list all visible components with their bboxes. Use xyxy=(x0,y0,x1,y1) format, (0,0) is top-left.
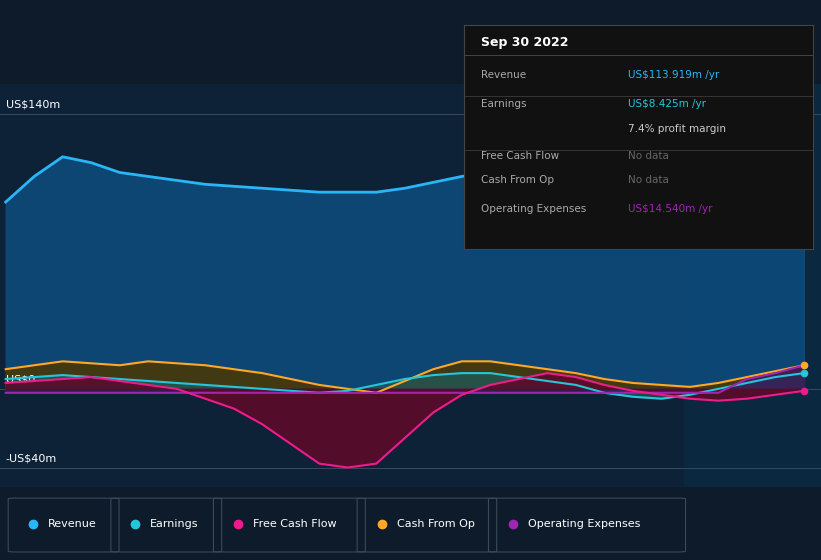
Text: Earnings: Earnings xyxy=(150,519,199,529)
Text: Revenue: Revenue xyxy=(48,519,96,529)
Point xyxy=(797,386,810,395)
Point xyxy=(797,368,810,377)
Bar xyxy=(684,84,821,487)
Text: Sep 30 2022: Sep 30 2022 xyxy=(481,36,569,49)
Text: Cash From Op: Cash From Op xyxy=(397,519,475,529)
Text: US$8.425m /yr: US$8.425m /yr xyxy=(628,99,706,109)
Text: No data: No data xyxy=(628,175,669,185)
Text: Free Cash Flow: Free Cash Flow xyxy=(481,151,559,161)
Point xyxy=(797,361,810,370)
Text: US$113.919m /yr: US$113.919m /yr xyxy=(628,70,719,80)
Text: Cash From Op: Cash From Op xyxy=(481,175,554,185)
Text: Free Cash Flow: Free Cash Flow xyxy=(253,519,337,529)
Text: US$140m: US$140m xyxy=(6,100,60,110)
Text: Earnings: Earnings xyxy=(481,99,527,109)
Text: Operating Expenses: Operating Expenses xyxy=(481,204,586,214)
Text: US$14.540m /yr: US$14.540m /yr xyxy=(628,204,713,214)
Point xyxy=(797,160,810,169)
Text: Operating Expenses: Operating Expenses xyxy=(528,519,640,529)
Text: US$0: US$0 xyxy=(6,375,35,385)
Text: Revenue: Revenue xyxy=(481,70,526,80)
Text: 7.4% profit margin: 7.4% profit margin xyxy=(628,124,726,134)
Text: -US$40m: -US$40m xyxy=(6,454,57,464)
Point xyxy=(797,361,810,370)
Text: No data: No data xyxy=(628,151,669,161)
